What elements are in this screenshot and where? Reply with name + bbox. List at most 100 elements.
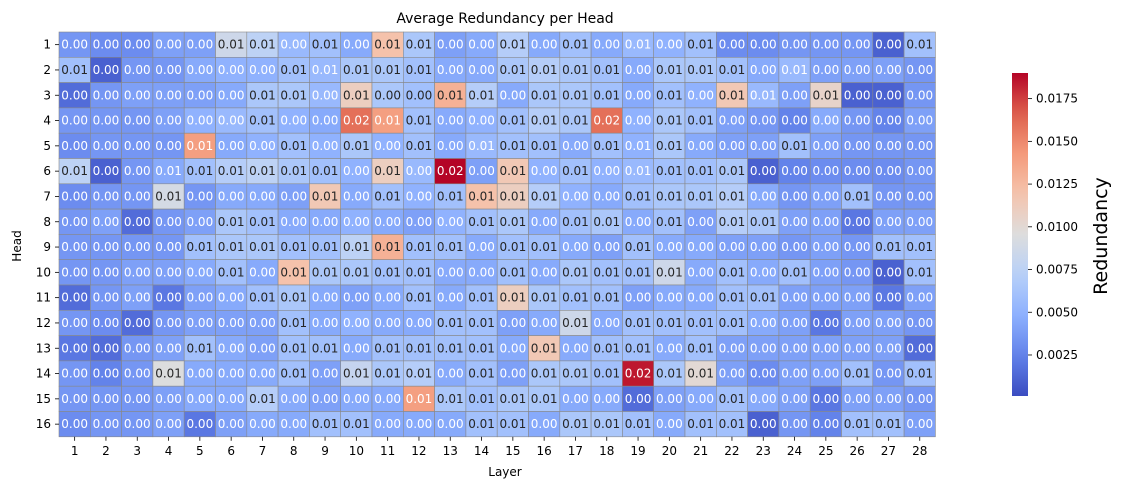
cell-value-label: 0.00 (750, 417, 777, 431)
heatmap-cell (152, 385, 185, 412)
cell-value-label: 0.01 (374, 367, 401, 381)
cell-value-label: 0.00 (374, 392, 401, 406)
cell-value-label: 0.00 (687, 88, 714, 102)
heatmap-cell (841, 183, 874, 210)
cell-value-label: 0.01 (687, 38, 714, 52)
x-tick-label: 13 (443, 444, 458, 458)
cell-value-label: 0.01 (312, 417, 339, 431)
x-tick-label: 7 (259, 444, 267, 458)
heatmap-cell (622, 309, 655, 336)
heatmap-cell (841, 259, 874, 286)
heatmap-cell (152, 284, 185, 311)
cell-value-label: 0.00 (374, 291, 401, 305)
cell-value-label: 0.00 (781, 88, 808, 102)
cell-value-label: 0.00 (374, 417, 401, 431)
cell-value-label: 0.00 (468, 265, 495, 279)
y-tick-label: 10 (36, 265, 51, 279)
cell-value-label: 0.01 (593, 417, 620, 431)
heatmap-cell (653, 107, 686, 134)
heatmap-cell (559, 56, 592, 83)
heatmap-cell (496, 335, 529, 362)
y-tick-label: 7 (43, 189, 51, 203)
cell-value-label: 0.00 (906, 392, 933, 406)
heatmap-cell (371, 234, 404, 260)
heatmap-cell (309, 132, 341, 159)
heatmap-cell (371, 385, 404, 412)
cell-value-label: 0.00 (750, 265, 777, 279)
heatmap-cell (183, 411, 216, 438)
cell-value-label: 0.00 (906, 114, 933, 128)
cell-value-label: 0.00 (61, 139, 88, 153)
cell-value-label: 0.00 (61, 114, 88, 128)
heatmap-cell (277, 183, 310, 210)
cell-value-label: 0.01 (406, 240, 433, 254)
heatmap-cell (215, 234, 248, 260)
cell-value-label: 0.00 (593, 240, 620, 254)
cell-value-label: 0.00 (124, 63, 151, 77)
heatmap-cell (559, 31, 592, 58)
cell-value-label: 0.01 (249, 240, 276, 254)
heatmap-cell (590, 309, 623, 336)
heatmap-cell (622, 385, 655, 412)
cell-value-label: 0.00 (437, 139, 464, 153)
heatmap-cell (496, 385, 529, 412)
cell-value-label: 0.01 (406, 291, 433, 305)
x-tick-label: 10 (349, 444, 364, 458)
cell-value-label: 0.01 (499, 291, 526, 305)
heatmap-cell (684, 309, 717, 336)
colorbar: 0.0025 0.0050 0.0075 0.0100 0.0125 0.0150 0.01… (1012, 73, 1078, 396)
heatmap-cell (121, 82, 154, 109)
cell-value-label: 0.01 (719, 215, 746, 229)
chart-title: Average Redundancy per Head (396, 11, 613, 27)
heatmap-cell (747, 385, 780, 412)
heatmap-cell (434, 183, 467, 210)
cell-value-label: 0.01 (531, 392, 558, 406)
heatmap-cell (528, 158, 561, 185)
heatmap-cell (590, 360, 623, 387)
cell-value-label: 0.00 (499, 88, 526, 102)
cell-value-label: 0.00 (155, 114, 182, 128)
heatmap-cell (841, 82, 874, 109)
cell-value-label: 0.00 (93, 88, 120, 102)
cell-value-label: 0.01 (750, 88, 777, 102)
cell-value-label: 0.00 (343, 189, 370, 203)
cell-value-label: 0.01 (312, 38, 339, 52)
heatmap-cell (183, 360, 216, 387)
colorbar-title: Redundancy (1090, 177, 1112, 295)
heatmap-cell (903, 183, 936, 210)
cell-value-label: 0.01 (625, 38, 652, 52)
cell-value-label: 0.01 (374, 114, 401, 128)
cell-value-label: 0.00 (781, 392, 808, 406)
heatmap-cell (402, 82, 435, 109)
heatmap-cell (215, 31, 248, 58)
heatmap-cell (528, 411, 561, 438)
cell-value-label: 0.00 (593, 164, 620, 178)
heatmap-cell (715, 56, 748, 83)
cell-value-label: 0.00 (468, 63, 495, 77)
heatmap-cell (872, 309, 905, 336)
heatmap-cell (58, 56, 91, 83)
colorbar-tick-label: 0.0175 (1036, 92, 1078, 106)
cell-value-label: 0.00 (687, 291, 714, 305)
heatmap-cell (590, 208, 623, 235)
cell-value-label: 0.00 (374, 316, 401, 330)
heatmap-cell (277, 31, 310, 58)
heatmap-cell (903, 208, 936, 235)
heatmap-cell (402, 158, 435, 185)
heatmap-cell (402, 385, 435, 412)
cell-value-label: 0.00 (499, 367, 526, 381)
cell-value-label: 0.01 (656, 189, 683, 203)
heatmap-cell (559, 259, 592, 286)
cell-value-label: 0.00 (61, 189, 88, 203)
y-tick-label: 8 (43, 215, 51, 229)
heatmap-cell (528, 208, 561, 235)
cell-value-label: 0.00 (906, 291, 933, 305)
cell-value-label: 0.01 (593, 367, 620, 381)
cell-value-label: 0.01 (499, 189, 526, 203)
cell-value-label: 0.00 (531, 417, 558, 431)
heatmap-cell (653, 132, 686, 159)
cell-value-label: 0.00 (687, 215, 714, 229)
heatmap-cell (246, 158, 279, 185)
cell-value-label: 0.01 (593, 139, 620, 153)
heatmap-cell (747, 132, 780, 159)
